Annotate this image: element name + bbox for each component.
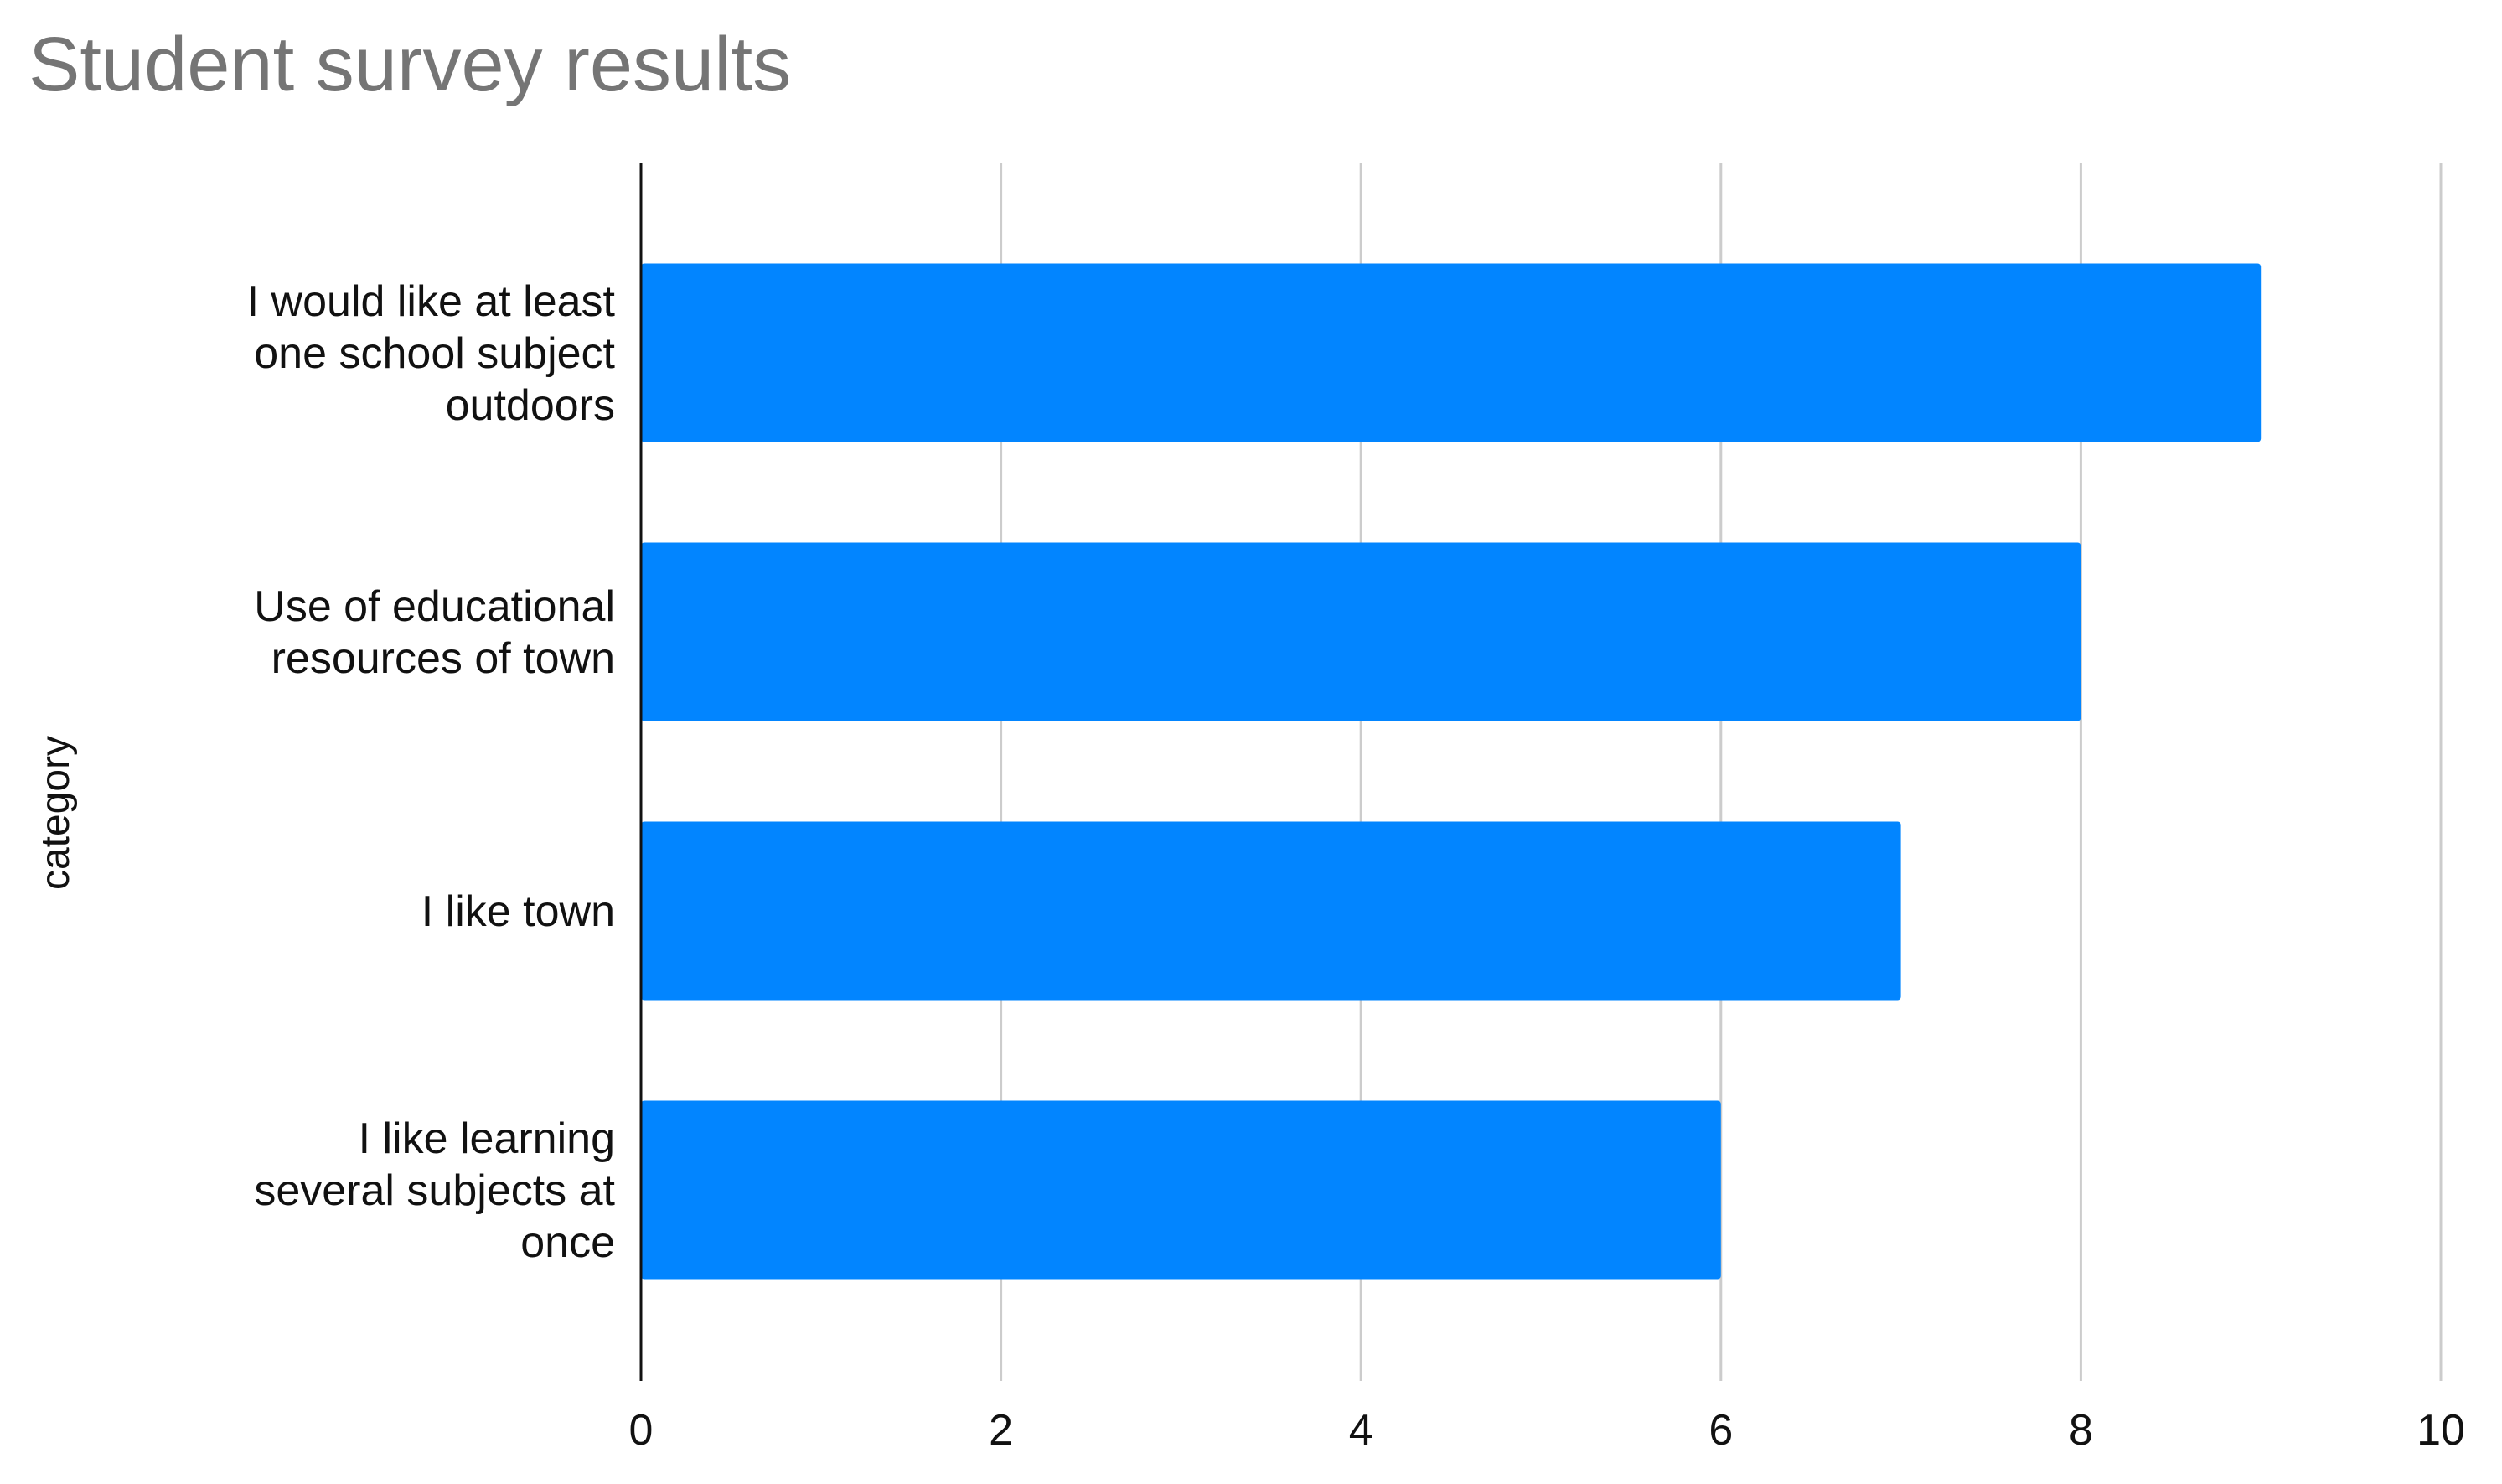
category-labels: I would like at least one school subject o… <box>247 277 616 1267</box>
bar <box>641 263 2262 442</box>
category-label-line: I like town <box>421 887 615 936</box>
bar <box>641 821 1901 1001</box>
x-tick-label: 8 <box>2069 1406 2093 1455</box>
category-label: I like town <box>421 887 615 936</box>
x-tick-label: 6 <box>1708 1406 1733 1455</box>
category-label-line: one school subject <box>254 329 615 378</box>
category-label-line: Use of educational <box>254 582 615 631</box>
category-label-line: outdoors <box>446 381 615 430</box>
bar <box>641 1100 1721 1280</box>
category-label-line: I would like at least <box>247 277 616 326</box>
category-label: I would like at least one school subject o… <box>247 277 616 430</box>
category-label: Use of educational resources of town <box>254 582 615 683</box>
category-label-line: once <box>520 1218 615 1267</box>
bars <box>641 263 2262 1280</box>
x-tick-label: 4 <box>1349 1406 1373 1455</box>
bar <box>641 542 2081 721</box>
y-axis-title: category <box>34 736 78 890</box>
x-tick-labels: 0 2 4 6 8 10 <box>629 1406 2465 1455</box>
category-label: I like learning several subjects at once <box>254 1114 615 1267</box>
chart-title: Student survey results <box>28 22 791 107</box>
x-tick-label: 0 <box>629 1406 654 1455</box>
category-label-line: resources of town <box>271 634 615 683</box>
x-tick-label: 10 <box>2417 1406 2465 1455</box>
category-label-line: several subjects at <box>254 1166 615 1215</box>
category-label-line: I like learning <box>359 1114 615 1163</box>
x-tick-label: 2 <box>989 1406 1013 1455</box>
